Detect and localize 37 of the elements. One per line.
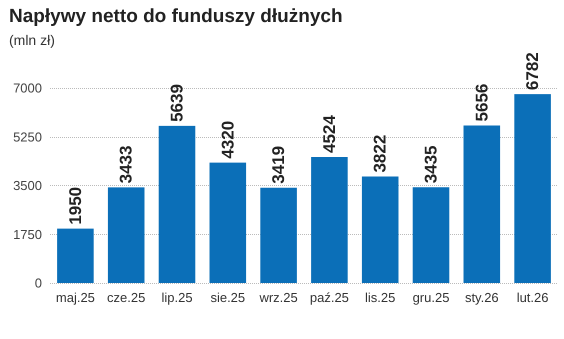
data-label: 5639 — [168, 84, 186, 122]
x-tick-label: gru.25 — [412, 290, 450, 305]
x-tick-label: sie.25 — [210, 290, 246, 305]
bar — [260, 188, 297, 283]
y-tick-label: 0 — [34, 276, 42, 290]
x-tick-label: wrz.25 — [258, 290, 298, 305]
data-label: 4524 — [320, 114, 339, 153]
bar — [57, 228, 94, 283]
data-label: 3433 — [116, 146, 136, 184]
x-tick-label: paź.25 — [310, 290, 349, 305]
data-label: 1950 — [66, 186, 85, 225]
x-tick-label: lip.25 — [161, 290, 193, 305]
x-tick-label: lis.25 — [365, 290, 396, 305]
data-label: 3419 — [269, 146, 288, 184]
x-tick-label: maj.25 — [56, 290, 95, 305]
y-tick-label: 3500 — [13, 178, 42, 193]
y-tick-label: 1750 — [13, 226, 42, 242]
bar — [362, 176, 398, 283]
x-tick-label: sty.26 — [464, 290, 499, 305]
data-label: 6782 — [523, 52, 542, 90]
bar — [108, 187, 144, 283]
chart-subtitle: (mln zł) — [9, 32, 55, 48]
bar — [158, 126, 196, 283]
data-label: 4320 — [218, 120, 238, 159]
chart-title: Napływy netto do funduszy dłużnych — [9, 6, 343, 27]
y-tick-label: 7000 — [13, 80, 42, 96]
data-label: 3435 — [422, 145, 440, 184]
x-tick-label: lut.26 — [516, 290, 549, 305]
bar — [464, 125, 500, 283]
data-label: 3822 — [370, 134, 390, 173]
x-tick-label: cze.25 — [107, 290, 146, 305]
data-label: 5656 — [472, 84, 492, 122]
bar — [514, 94, 551, 283]
y-tick-label: 5250 — [13, 129, 42, 144]
bar — [210, 162, 246, 283]
bar — [311, 156, 348, 283]
bar — [412, 187, 450, 283]
